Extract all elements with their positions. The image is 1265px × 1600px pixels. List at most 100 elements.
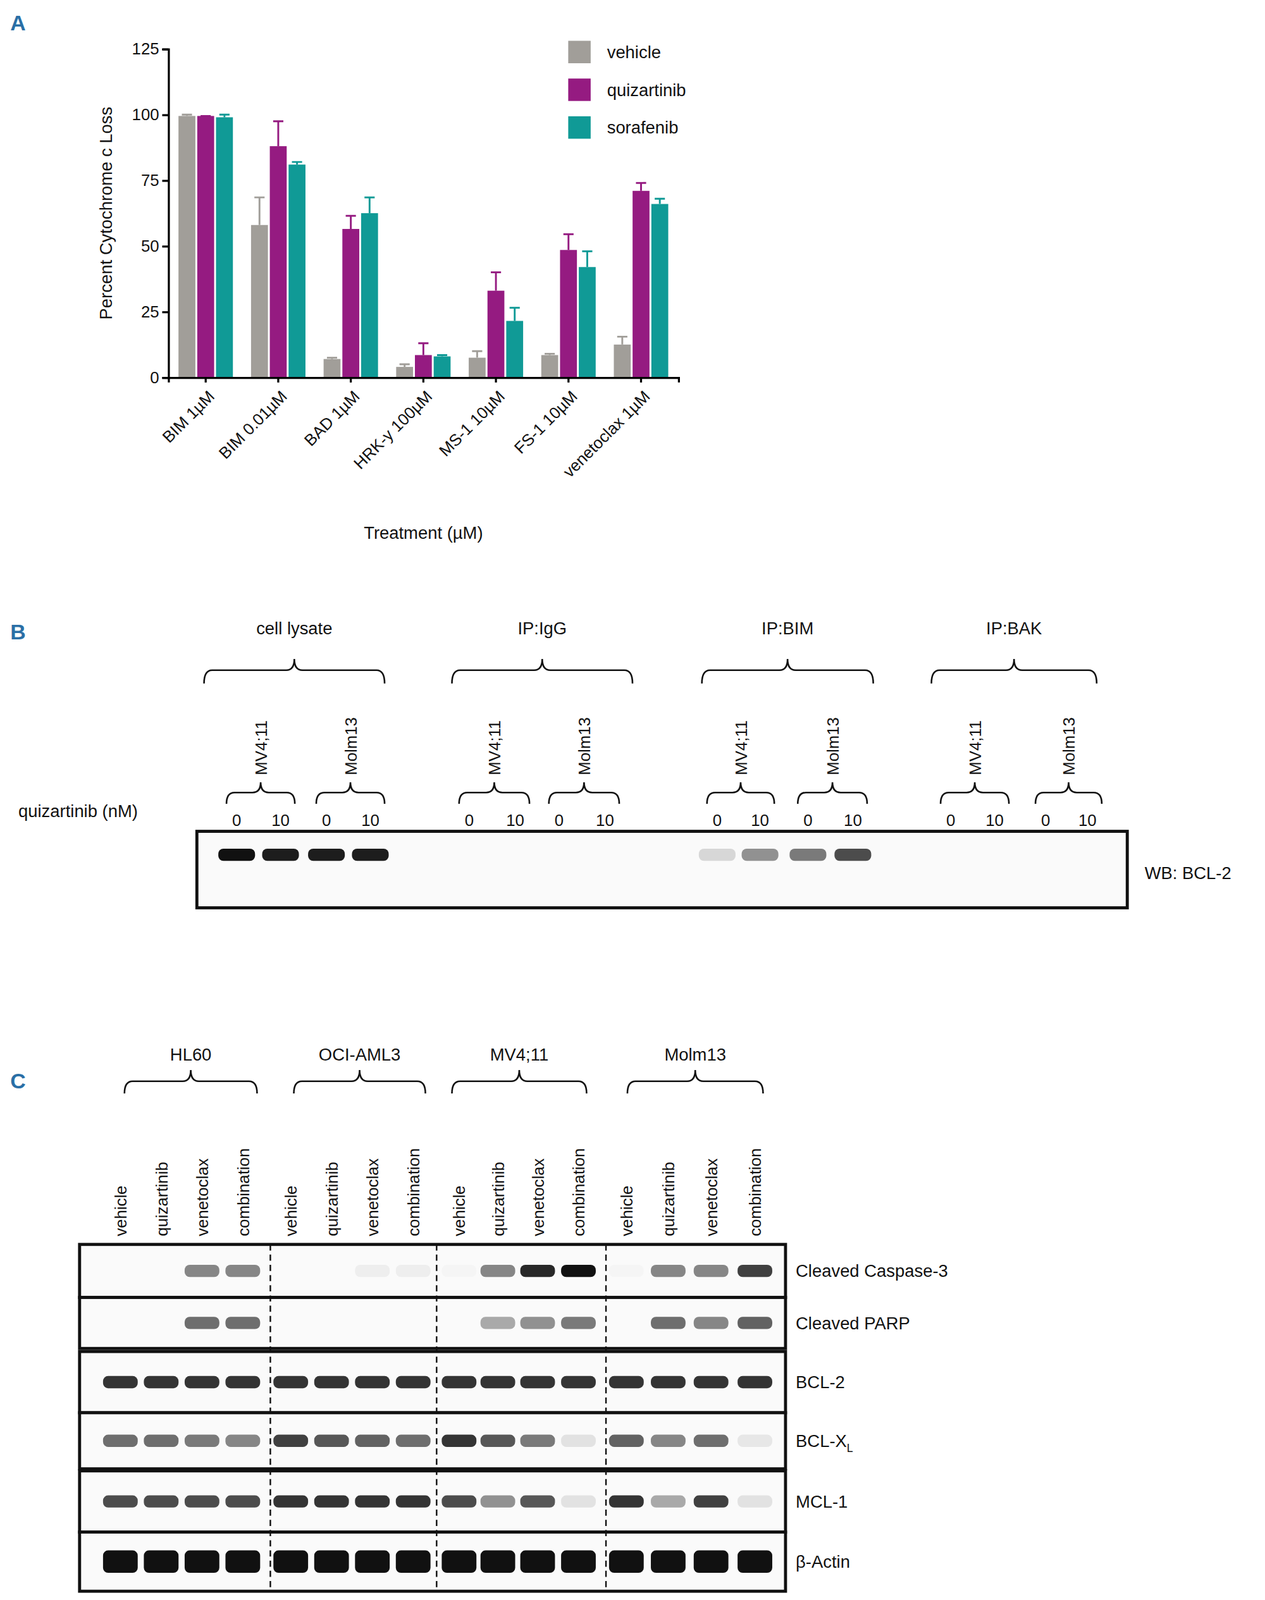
band [225,1376,260,1389]
error-bar-cap [181,113,192,116]
panel-label: C [10,1068,26,1093]
cell-line-brace [294,1070,426,1094]
band [561,1550,596,1574]
cell-line-brace [226,782,295,804]
row-label-subscript: L [846,1442,854,1455]
bar [288,164,306,378]
panel-label: A [10,10,26,35]
band [650,1550,686,1574]
band [480,1265,516,1278]
legend-swatch [567,78,591,101]
bar [468,357,486,378]
band [184,1265,220,1278]
x-tick-mark [277,377,279,383]
y-tick: 0 [149,368,169,387]
band [480,1376,516,1389]
band [650,1316,686,1329]
bars [178,114,668,377]
band [496,848,534,861]
bar [178,115,196,377]
band [693,1376,729,1389]
band [314,1265,350,1278]
x-tick-label: venetoclax 1µM [559,387,654,481]
band [520,1265,556,1278]
band [441,1435,477,1448]
x-tick: BIM 0.01µM [215,377,291,463]
cell-line-brace [1035,782,1102,804]
bar [251,225,269,378]
x-tick-mark [204,377,207,383]
blot-row [79,1532,786,1593]
band [520,1435,556,1448]
row-label: β-Actin [795,1552,851,1572]
treatment-label: vehicle [111,1185,130,1237]
treatment-label: venetoclax [702,1158,721,1236]
bar [578,266,596,378]
dose-label: 10 [271,811,290,830]
dose-label: 0 [321,811,331,830]
row-label-text: MCL-1 [795,1492,848,1512]
band [932,848,969,861]
blot-frame [196,831,1128,909]
blot-frame [79,1244,786,1298]
error-bar [509,308,520,322]
x-tick: MS-1 10µM [435,377,508,460]
x-tick-label: BIM 1µM [158,387,218,446]
bar [323,359,341,378]
blot-row [79,1471,786,1533]
legend: vehiclequizartinibsorafenib [567,41,686,140]
y-tick-label: 100 [132,105,160,124]
band [395,1495,431,1508]
y-tick-mark [161,245,169,248]
band [441,1550,477,1574]
legend-label: sorafenib [607,117,679,138]
y-tick-mark [161,311,169,314]
band [693,1316,729,1329]
bar [559,249,577,378]
cell-line-brace [940,782,1009,804]
cell-line-brace [707,782,775,804]
x-tick: FS-1 10µM [511,377,581,458]
bar [395,366,414,378]
panel-b: quizartinib (nM)cell lysateMV4;11010Molm… [18,618,1232,908]
band [143,1265,179,1278]
group-title: cell lysate [256,618,333,639]
error-bar-stem [621,336,624,345]
treatment-label: quizartinib [659,1161,678,1237]
treatment-label: vehicle [282,1185,300,1237]
band [354,1550,390,1574]
treatment-label: combination [234,1148,253,1237]
band [143,1376,179,1389]
error-bar-cap [654,197,665,200]
error-bar-stem [640,182,642,191]
band [1027,848,1064,861]
error-bar-stem [277,121,279,147]
y-tick-label: 0 [149,368,159,387]
dose-label: 10 [1078,811,1097,830]
error-bar-stem [586,251,589,267]
y-tick: 50 [141,237,169,255]
band [354,1495,390,1508]
band [351,848,389,861]
error-bar-cap [617,335,628,338]
band [143,1316,179,1329]
x-tick: BAD 1µM [301,377,364,450]
error-bar-stem [258,197,261,226]
figure-root: ABC0255075100125BIM 1µMBIM 0.01µMBAD 1µM… [10,10,1232,1592]
dose-label: 10 [506,811,525,830]
dose-label: 10 [595,811,615,830]
band [103,1495,138,1508]
band [314,1435,350,1448]
y-tick: 100 [132,105,169,124]
dose-label: 0 [1041,811,1050,830]
band [314,1495,350,1508]
band [520,1316,556,1329]
x-tick-label: HRK-y 100µM [350,387,436,473]
band [225,1265,260,1278]
dose-label: 10 [985,811,1004,830]
band [737,1316,773,1329]
band [480,1550,516,1574]
band [1068,848,1106,861]
treatment-label: vehicle [450,1185,469,1237]
blot-frame [79,1471,786,1533]
